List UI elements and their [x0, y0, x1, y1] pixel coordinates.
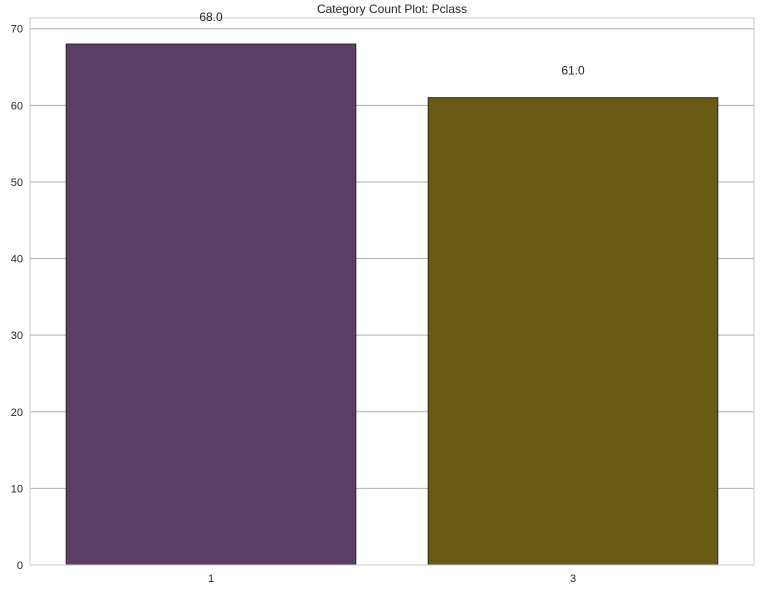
y-tick-label: 10 [11, 483, 23, 495]
y-tick-label: 0 [17, 560, 23, 572]
data-labels: 68.0 61.0 [199, 10, 585, 78]
y-tick-label: 70 [11, 24, 23, 36]
bars [65, 43, 719, 566]
y-tick-labels: 0 10 20 30 40 50 60 70 [11, 24, 23, 572]
x-tick-label: 3 [570, 573, 576, 585]
axes-frame [29, 17, 755, 566]
y-tick-label: 50 [11, 177, 23, 189]
x-tick-label: 1 [208, 573, 214, 585]
bar-3 [427, 97, 719, 566]
data-label: 61.0 [561, 64, 585, 78]
y-tick-label: 40 [11, 254, 23, 266]
y-tick-label: 60 [11, 100, 23, 112]
bar-1 [65, 43, 357, 566]
chart-title: Category Count Plot: Pclass [317, 2, 467, 16]
y-tick-label: 20 [11, 407, 23, 419]
data-label: 68.0 [199, 10, 223, 24]
y-tick-label: 30 [11, 330, 23, 342]
